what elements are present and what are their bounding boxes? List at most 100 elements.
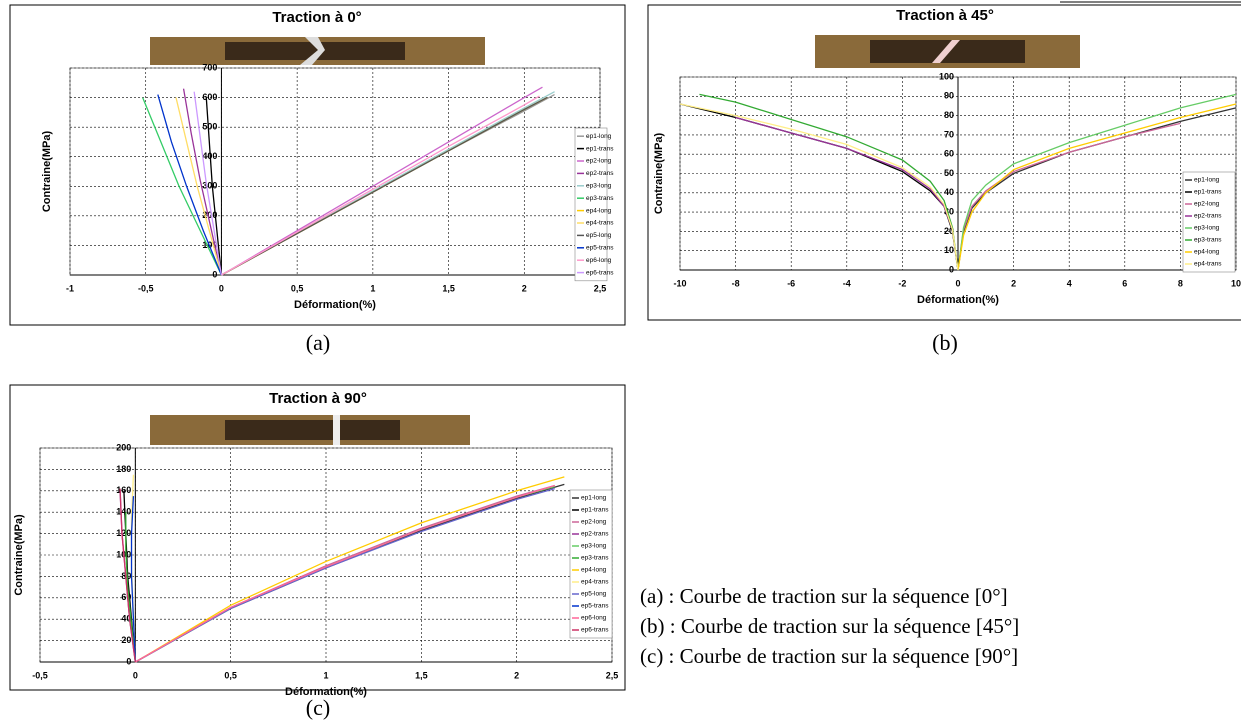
x-tick-label: 8	[1178, 278, 1183, 288]
x-tick-label: -0,5	[138, 283, 154, 293]
y-axis-title: Contraine(MPa)	[653, 133, 665, 215]
y-tick-label: 0	[949, 264, 954, 274]
y-tick-label: 50	[944, 168, 954, 178]
y-axis-title: Contraine(MPa)	[13, 514, 25, 596]
series-line	[221, 95, 540, 276]
legend-label: ep3-long	[1194, 225, 1220, 232]
y-tick-label: 60	[121, 592, 131, 602]
legend-label: ep3-trans	[1194, 237, 1222, 244]
specimen-photo	[225, 420, 400, 440]
y-tick-label: 700	[202, 62, 217, 72]
y-tick-label: 10	[944, 245, 954, 255]
legend-label: ep2-long	[1194, 201, 1220, 208]
x-tick-label: 1,5	[442, 283, 455, 293]
x-tick-label: 2	[1011, 278, 1016, 288]
series-line	[119, 488, 136, 663]
legend-label: ep4-long	[581, 567, 607, 574]
legend-box	[1182, 171, 1236, 273]
y-tick-label: 70	[944, 129, 954, 139]
x-tick-label: -1	[66, 283, 74, 293]
legend-label: ep2-trans	[586, 170, 614, 177]
y-tick-label: 100	[202, 240, 217, 250]
y-tick-label: 40	[121, 614, 131, 624]
legend-label: ep1-trans	[586, 145, 614, 152]
specimen-crack	[333, 415, 340, 445]
x-tick-label: 10	[1231, 278, 1241, 288]
series-line	[175, 97, 223, 276]
x-axis-title: Déformation(%)	[285, 686, 367, 698]
x-tick-label: -4	[843, 278, 851, 288]
note: (c) : Courbe de traction sur la séquence…	[640, 644, 1018, 668]
x-tick-label: -8	[732, 278, 740, 288]
y-tick-label: 200	[202, 210, 217, 220]
panel-caption: (a)	[306, 330, 330, 355]
y-tick-label: 80	[944, 110, 954, 120]
x-tick-label: -2	[898, 278, 906, 288]
panel-caption: (b)	[932, 330, 958, 355]
x-tick-label: 2	[514, 670, 519, 680]
legend-label: ep2-long	[586, 158, 612, 165]
legend-label: ep4-trans	[586, 220, 614, 227]
specimen-crack	[300, 37, 325, 65]
series-line	[135, 484, 555, 663]
legend-label: ep4-trans	[1194, 261, 1222, 268]
y-tick-label: 60	[944, 149, 954, 159]
x-tick-label: -6	[787, 278, 795, 288]
series-line	[221, 96, 548, 276]
y-axis-title: Contraine(MPa)	[41, 131, 53, 213]
chart-title: Traction à 45°	[896, 7, 994, 24]
legend-label: ep1-trans	[1194, 189, 1222, 196]
x-tick-label: 1	[323, 670, 328, 680]
series-line	[699, 93, 959, 271]
series-line	[679, 103, 959, 271]
series-line	[142, 97, 223, 276]
x-tick-label: -10	[673, 278, 686, 288]
legend-label: ep5-long	[581, 591, 607, 598]
legend-label: ep6-long	[586, 257, 612, 264]
series-line	[182, 88, 223, 276]
legend-label: ep2-long	[581, 519, 607, 526]
legend-label: ep2-trans	[581, 531, 609, 538]
y-tick-label: 600	[202, 92, 217, 102]
legend-label: ep4-long	[1194, 249, 1220, 256]
note: (a) : Courbe de traction sur la séquence…	[640, 584, 1008, 608]
legend-label: ep3-trans	[586, 195, 614, 202]
legend-label: ep6-long	[581, 615, 607, 622]
x-axis-title: Déformation(%)	[917, 294, 999, 306]
legend-label: ep5-trans	[586, 245, 614, 252]
legend-label: ep1-long	[1194, 177, 1220, 184]
y-tick-label: 120	[116, 528, 131, 538]
y-tick-label: 100	[939, 71, 954, 81]
series-line	[157, 94, 223, 276]
y-tick-label: 20	[121, 635, 131, 645]
panel-frame	[647, 4, 1241, 321]
x-tick-label: -0,5	[32, 670, 48, 680]
y-tick-label: 140	[116, 507, 131, 517]
y-tick-label: 200	[116, 442, 131, 452]
y-tick-label: 90	[944, 91, 954, 101]
y-tick-label: 20	[944, 226, 954, 236]
y-tick-label: 0	[212, 269, 217, 279]
chart-title: Traction à 90°	[269, 390, 367, 407]
y-tick-label: 300	[202, 181, 217, 191]
legend-label: ep6-trans	[581, 627, 609, 634]
x-tick-label: 2,5	[594, 283, 607, 293]
x-tick-label: 2	[522, 283, 527, 293]
legend-label: ep5-trans	[581, 603, 609, 610]
legend-label: ep6-trans	[586, 269, 614, 276]
legend-label: ep1-long	[581, 495, 607, 502]
panel-caption: (c)	[306, 695, 330, 720]
x-tick-label: 0,5	[291, 283, 304, 293]
legend-label: ep3-trans	[581, 555, 609, 562]
y-tick-label: 180	[116, 464, 131, 474]
x-tick-label: 0	[219, 283, 224, 293]
y-tick-label: 40	[944, 187, 954, 197]
series-line	[221, 86, 543, 276]
legend-label: ep3-long	[586, 183, 612, 190]
specimen-photo	[225, 42, 405, 60]
y-tick-label: 0	[126, 656, 131, 666]
panel-frame	[9, 384, 626, 691]
y-tick-label: 500	[202, 122, 217, 132]
legend-label: ep2-trans	[1194, 213, 1222, 220]
